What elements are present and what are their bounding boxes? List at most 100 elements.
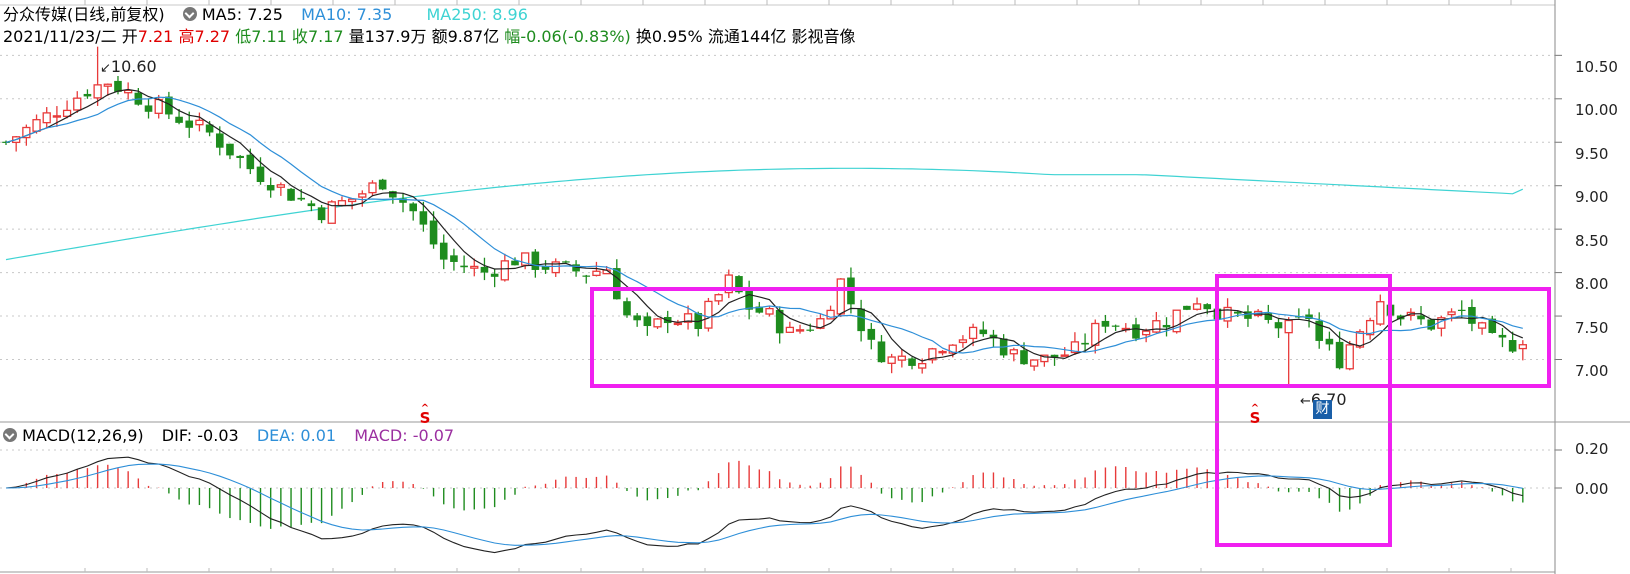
candle-body <box>775 309 784 334</box>
candle <box>633 313 641 327</box>
candle-body <box>1162 324 1171 328</box>
candle <box>572 260 580 277</box>
candle <box>83 89 92 99</box>
candle-body <box>1132 324 1140 339</box>
macd-title[interactable]: MACD(12,26,9) <box>22 426 144 445</box>
low-label: 低 <box>235 27 252 46</box>
candle <box>358 190 367 207</box>
candle-body <box>124 89 133 94</box>
candle-body <box>185 120 194 128</box>
candle-body <box>368 182 377 194</box>
candle <box>908 357 916 370</box>
candle-body <box>765 307 774 315</box>
candle-body <box>897 355 906 361</box>
macd-settings-icon[interactable] <box>3 428 17 442</box>
candle-body <box>745 288 753 310</box>
candle <box>256 157 265 185</box>
candle-body <box>266 185 275 191</box>
candle-body <box>165 96 173 115</box>
candle <box>1488 315 1497 334</box>
candle <box>287 187 295 201</box>
candle-body <box>246 154 255 170</box>
candle-body <box>490 273 499 277</box>
candle <box>480 257 489 281</box>
candle-body <box>1142 330 1151 336</box>
s-marker-label: S <box>419 409 431 427</box>
candle-body <box>1274 322 1283 329</box>
candle <box>887 353 896 374</box>
y-tick-label: 8.50 <box>1575 232 1609 250</box>
candle <box>124 82 133 100</box>
candle <box>439 234 448 270</box>
candle <box>62 100 72 119</box>
candle-body <box>144 105 153 112</box>
candle-body <box>1376 301 1385 325</box>
s-marker[interactable]: ^ S <box>1249 403 1261 427</box>
candle <box>1468 299 1476 332</box>
candle <box>704 297 713 332</box>
y-tick-label: 7.00 <box>1575 362 1609 380</box>
macd-y-tick-label: 0.20 <box>1575 440 1609 458</box>
settings-dropdown-icon[interactable] <box>182 7 197 21</box>
candle-body <box>511 260 519 266</box>
ma5-label: MA5: 7.25 <box>201 5 283 24</box>
candle <box>897 349 906 368</box>
candle-body <box>175 116 183 123</box>
candle <box>226 143 234 160</box>
candle <box>1081 333 1089 352</box>
candle-body <box>928 348 937 361</box>
candle <box>551 258 560 277</box>
candle <box>694 311 703 337</box>
candle-body <box>327 201 336 224</box>
candle-body <box>1060 354 1069 357</box>
candle <box>785 321 795 333</box>
volume-label: 量137.9万 <box>348 27 427 46</box>
candle-body <box>1081 342 1089 345</box>
candle <box>867 322 876 350</box>
candle-body <box>785 326 795 333</box>
dea-line <box>5 463 1523 546</box>
turnover-label: 换0.95% <box>635 27 703 46</box>
candle-body <box>1365 319 1375 336</box>
candle <box>347 198 357 210</box>
high-price-value: 10.60 <box>110 57 157 76</box>
candle-body <box>226 143 234 156</box>
y-tick-label: 7.50 <box>1575 319 1609 337</box>
candle-body <box>42 112 51 124</box>
candle <box>795 324 805 334</box>
candle-body <box>1111 325 1120 327</box>
close-value: 7.17 <box>307 27 344 46</box>
macd-value-label: MACD: -0.07 <box>354 426 455 445</box>
candle-body <box>1335 341 1344 369</box>
candle <box>857 299 865 342</box>
candle <box>1315 312 1324 349</box>
grid-lines <box>0 54 1562 489</box>
dea-label: DEA: 0.01 <box>256 426 337 445</box>
candle <box>1091 319 1100 354</box>
candle-body <box>1192 303 1202 310</box>
candle-body <box>1203 304 1212 310</box>
candle <box>724 269 733 299</box>
candle-body <box>551 261 560 274</box>
candle-body <box>735 276 743 293</box>
s-marker[interactable]: ^ S <box>419 403 431 427</box>
high-price-annotation: ↙10.60 <box>100 57 157 76</box>
candle <box>582 274 591 284</box>
candle <box>1192 297 1202 311</box>
stock-title[interactable]: 分众传媒(日线,前复权) <box>3 5 165 24</box>
candle <box>429 211 438 249</box>
candle-body <box>806 329 815 331</box>
candle <box>317 204 326 224</box>
candle <box>266 177 275 198</box>
date-label: 2021/11/23/二 <box>3 27 117 46</box>
candle-body <box>724 274 733 294</box>
candle-body <box>215 133 224 148</box>
candle-body <box>877 341 886 363</box>
finance-report-marker[interactable]: 财 <box>1313 400 1332 419</box>
amount-label: 额9.87亿 <box>431 27 500 46</box>
candle-body <box>1488 318 1497 333</box>
float-cap-label: 流通144亿 <box>707 27 787 46</box>
y-tick-label: 8.00 <box>1575 275 1609 293</box>
candle-body <box>460 265 468 268</box>
